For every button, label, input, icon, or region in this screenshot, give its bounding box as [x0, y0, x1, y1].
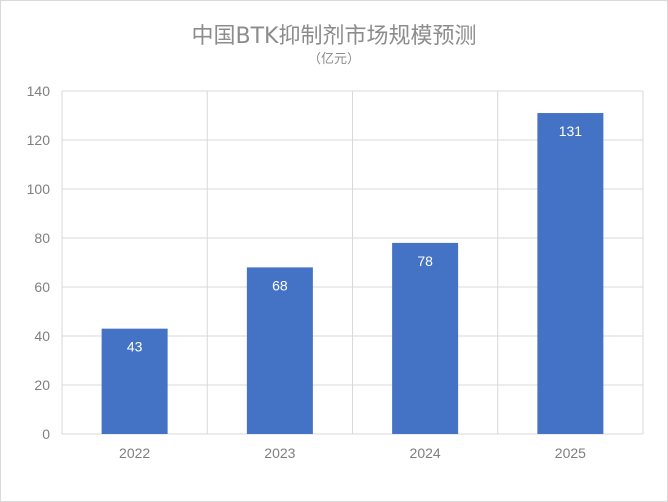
y-tick-label-1: 20 [34, 377, 50, 393]
x-tick-label-2025: 2025 [555, 445, 586, 461]
y-axis-ticks: 0 20 40 60 80 100 120 140 [27, 83, 51, 442]
y-tick-label-3: 60 [34, 279, 50, 295]
data-label-2024: 78 [417, 253, 433, 269]
bar-2022 [101, 328, 168, 434]
bar-2025 [537, 113, 604, 435]
data-label-2025: 131 [559, 123, 583, 139]
bars [101, 113, 604, 435]
y-tick-label-2: 40 [34, 328, 50, 344]
data-label-2023: 68 [272, 277, 288, 293]
bar-2023 [246, 267, 313, 434]
y-tick-label-4: 80 [34, 230, 50, 246]
x-axis-ticks: 2022 2023 2024 2025 [119, 445, 586, 461]
data-label-2022: 43 [127, 339, 143, 355]
y-tick-label-0: 0 [42, 426, 50, 442]
y-tick-label-7: 140 [27, 83, 51, 99]
bar-2024 [392, 242, 459, 434]
chart-title: 中国BTK抑制剂市场规模预测 [191, 24, 477, 49]
x-tick-label-2023: 2023 [264, 445, 295, 461]
x-tick-label-2024: 2024 [410, 445, 441, 461]
y-tick-label-5: 100 [27, 181, 51, 197]
x-tick-label-2022: 2022 [119, 445, 150, 461]
y-tick-label-6: 120 [27, 132, 51, 148]
chart-subtitle: （亿元） [307, 52, 360, 67]
data-labels: 43 68 78 131 [127, 123, 582, 355]
